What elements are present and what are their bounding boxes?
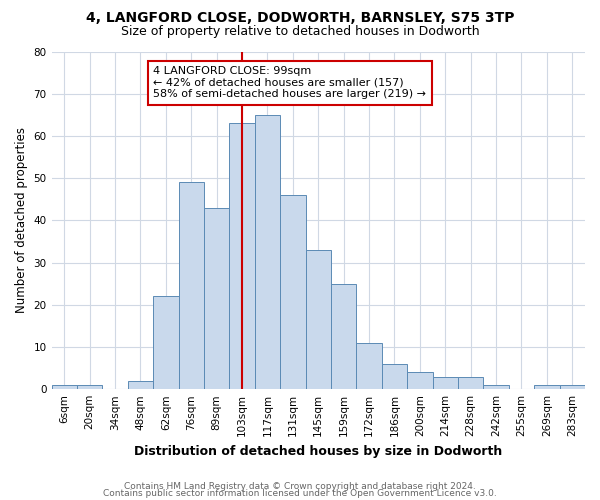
Bar xyxy=(153,296,179,389)
X-axis label: Distribution of detached houses by size in Dodworth: Distribution of detached houses by size … xyxy=(134,444,502,458)
Text: 4, LANGFORD CLOSE, DODWORTH, BARNSLEY, S75 3TP: 4, LANGFORD CLOSE, DODWORTH, BARNSLEY, S… xyxy=(86,11,514,25)
Text: Contains HM Land Registry data © Crown copyright and database right 2024.: Contains HM Land Registry data © Crown c… xyxy=(124,482,476,491)
Text: Size of property relative to detached houses in Dodworth: Size of property relative to detached ho… xyxy=(121,25,479,38)
Text: Contains public sector information licensed under the Open Government Licence v3: Contains public sector information licen… xyxy=(103,489,497,498)
Bar xyxy=(407,372,433,389)
Bar xyxy=(52,385,77,389)
Bar xyxy=(433,376,458,389)
Bar xyxy=(356,342,382,389)
Bar xyxy=(458,376,484,389)
Text: 4 LANGFORD CLOSE: 99sqm
← 42% of detached houses are smaller (157)
58% of semi-d: 4 LANGFORD CLOSE: 99sqm ← 42% of detache… xyxy=(153,66,426,100)
Bar xyxy=(128,380,153,389)
Bar xyxy=(204,208,229,389)
Bar xyxy=(77,385,103,389)
Bar xyxy=(331,284,356,389)
Bar xyxy=(305,250,331,389)
Bar xyxy=(280,195,305,389)
Bar xyxy=(484,385,509,389)
Bar xyxy=(179,182,204,389)
Bar xyxy=(255,115,280,389)
Bar xyxy=(560,385,585,389)
Bar xyxy=(534,385,560,389)
Bar xyxy=(382,364,407,389)
Y-axis label: Number of detached properties: Number of detached properties xyxy=(15,128,28,314)
Bar xyxy=(229,124,255,389)
